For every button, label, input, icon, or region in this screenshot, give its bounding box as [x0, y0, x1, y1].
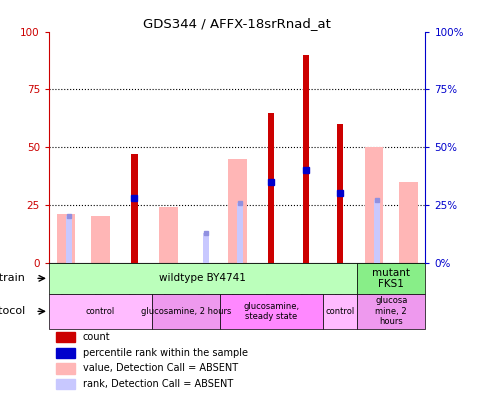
Bar — [56, 363, 75, 374]
Text: strain: strain — [0, 273, 25, 284]
Bar — [91, 217, 109, 263]
Title: GDS344 / AFFX-18srRnad_at: GDS344 / AFFX-18srRnad_at — [143, 17, 330, 30]
Bar — [398, 182, 417, 263]
Bar — [49, 263, 356, 294]
Text: glucosamine, 2 hours: glucosamine, 2 hours — [141, 307, 230, 316]
Bar — [236, 203, 243, 263]
Text: mutant
FKS1: mutant FKS1 — [371, 268, 409, 289]
Bar — [57, 214, 75, 263]
Text: value, Detection Call = ABSENT: value, Detection Call = ABSENT — [82, 364, 238, 373]
Bar — [151, 294, 220, 329]
Bar — [202, 232, 208, 263]
Bar — [159, 207, 178, 263]
Text: percentile rank within the sample: percentile rank within the sample — [82, 348, 247, 358]
Bar — [56, 348, 75, 358]
Bar — [336, 124, 342, 263]
Text: protocol: protocol — [0, 307, 25, 316]
Bar — [302, 55, 308, 263]
Bar — [49, 294, 151, 329]
Bar — [364, 147, 383, 263]
Bar — [56, 332, 75, 342]
Bar — [65, 217, 72, 263]
Bar — [356, 294, 425, 329]
Bar — [322, 294, 356, 329]
Text: wildtype BY4741: wildtype BY4741 — [159, 273, 246, 284]
Text: rank, Detection Call = ABSENT: rank, Detection Call = ABSENT — [82, 379, 233, 389]
Bar — [227, 159, 246, 263]
Text: control: control — [85, 307, 115, 316]
Bar — [56, 379, 75, 389]
Bar — [356, 263, 425, 294]
Text: control: control — [325, 307, 354, 316]
Bar — [373, 200, 379, 263]
Bar — [131, 154, 137, 263]
Text: glucosamine,
steady state: glucosamine, steady state — [243, 302, 299, 321]
Bar — [268, 112, 274, 263]
Text: glucosa
mine, 2
hours: glucosa mine, 2 hours — [374, 297, 407, 326]
Text: count: count — [82, 332, 110, 342]
Bar — [220, 294, 322, 329]
